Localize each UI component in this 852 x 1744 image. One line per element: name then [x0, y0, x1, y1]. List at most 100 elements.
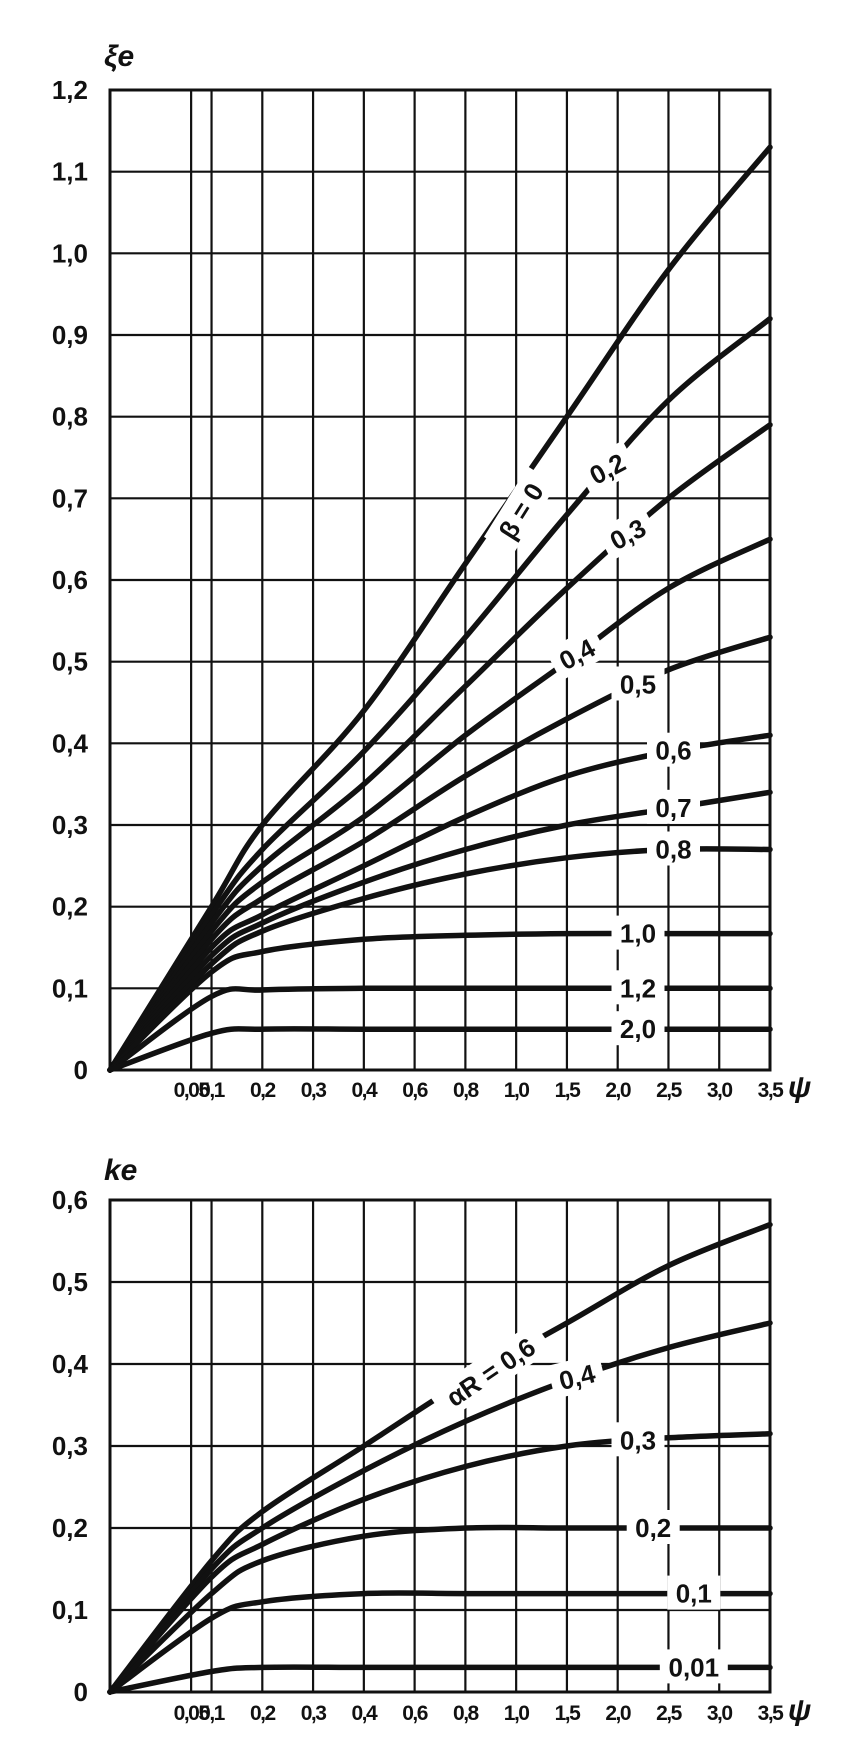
series-label: 0,2 [626, 1510, 680, 1544]
x-tick-label: 0,2 [250, 1702, 276, 1725]
series-label-text: 1,0 [620, 919, 656, 949]
series-label-text: 0,01 [668, 1652, 719, 1682]
x-tick-label: 0,1 [199, 1079, 226, 1102]
y-tick-label: 0,2 [52, 1513, 88, 1543]
x-tick-label: 1,5 [555, 1079, 582, 1102]
x-tick-label: 2,5 [656, 1702, 683, 1725]
xi-e-chart: 0 0,1 0,2 0,3 0,4 0,5 0,6 0,7 0,8 0,9 1,0 1,1 1,2 0,0… [52, 40, 811, 1104]
series-label-background [611, 970, 665, 1005]
series-label-text: αR = 0,6 [441, 1332, 541, 1413]
series-label: αR = 0,6 [427, 1321, 553, 1422]
x-tick-label: 1,5 [555, 1702, 582, 1725]
y-tick-label: 1,0 [52, 238, 88, 268]
series-label-background [427, 1321, 553, 1422]
series-label-text: 0,6 [655, 736, 691, 766]
x-axis-label: ψ [788, 1071, 811, 1104]
series-label-background [611, 1422, 665, 1457]
series-label: 1,2 [611, 970, 665, 1005]
x-tick-label: 3,5 [758, 1702, 785, 1725]
x-tick-label: 0,1 [199, 1702, 226, 1725]
series-label-background [626, 1510, 680, 1544]
x-tick-label: 2,0 [605, 1079, 631, 1102]
y-tick-label: 0,1 [52, 1595, 88, 1625]
series-label-background [659, 1649, 728, 1684]
series-line [107, 536, 773, 1073]
series-line [107, 1026, 773, 1073]
x-tick-label: 0,05 [174, 1079, 211, 1102]
x-tick-label: 3,0 [707, 1079, 733, 1102]
y-tick-label: 0,5 [52, 1267, 88, 1297]
plot-frame [108, 88, 772, 1072]
x-tick-label: 3,0 [707, 1702, 733, 1725]
series-line [107, 1590, 773, 1695]
x-tick-label: 0,8 [453, 1702, 480, 1725]
y-axis-label: ke [104, 1154, 137, 1187]
x-tick-label: 0,4 [351, 1079, 378, 1102]
series-label-background [647, 789, 700, 824]
y-tick-label: 0,3 [52, 810, 88, 840]
y-tick-label: 0,6 [52, 1185, 88, 1215]
y-tick-label: 0,9 [52, 320, 88, 350]
x-tick-label: 0,2 [250, 1079, 276, 1102]
y-tick-label: 0,2 [52, 892, 88, 922]
x-tick-label: 0,4 [351, 1702, 378, 1725]
x-axis-label: ψ [788, 1694, 811, 1727]
series-label-background [483, 466, 557, 555]
plot-frame [108, 1198, 772, 1694]
series-line [107, 1221, 773, 1695]
series-label-background [545, 625, 609, 681]
y-tick-label: 0,4 [52, 1349, 89, 1379]
series-label-background [611, 666, 665, 701]
y-tick-label: 0,5 [52, 647, 88, 677]
series-label: 2,0 [611, 1011, 665, 1046]
y-tick-label: 0,7 [52, 483, 88, 513]
x-tick-label: 2,0 [605, 1702, 631, 1725]
series-line [107, 315, 773, 1073]
series-label-background [647, 831, 700, 866]
series-label-text: 0,2 [635, 1513, 671, 1543]
y-tick-label: 0,6 [52, 565, 88, 595]
y-axis-label: ξe [104, 40, 134, 73]
series-label-background [611, 1011, 665, 1046]
x-tick-label: 1,0 [504, 1702, 530, 1725]
x-tick-label: 0,05 [174, 1702, 211, 1725]
series-label-background [547, 1353, 607, 1400]
series-label-text: 0,3 [620, 1425, 656, 1455]
series-label-background [667, 1575, 721, 1610]
x-tick-label: 0,8 [453, 1079, 480, 1102]
series-group: β = 00,20,30,40,50,60,70,81,01,22,0 [107, 144, 773, 1073]
series-group: αR = 0,6 0,4 0,3 0,2 0,1 0,01 [107, 1221, 773, 1695]
series-label-text: 1,2 [620, 973, 656, 1003]
x-tick-label: 0,3 [301, 1702, 327, 1725]
y-tick-label: 0,1 [52, 973, 88, 1003]
series-label-text: 0,7 [655, 793, 691, 823]
series-line [107, 144, 773, 1073]
series-label: 0,8 [647, 831, 700, 866]
y-tick-label: 0,3 [52, 1431, 88, 1461]
series-label: 0,4 [547, 1353, 607, 1400]
series-label: 0,5 [611, 666, 665, 701]
x-tick-label: 0,6 [402, 1702, 428, 1725]
x-tick-label: 0,3 [301, 1079, 327, 1102]
series-label-text: 0,5 [620, 670, 656, 700]
series-label-text: 2,0 [620, 1014, 656, 1044]
series-label: 0,3 [611, 1422, 665, 1457]
series-label-background [595, 505, 659, 561]
x-tick-label: 2,5 [656, 1079, 683, 1102]
series-label: 0,2 [575, 440, 639, 496]
series-label-text: 0,8 [655, 835, 691, 865]
y-tick-label: 0,4 [52, 728, 89, 758]
series-label-text: 0,1 [676, 1579, 712, 1609]
series-label: 0,1 [667, 1575, 721, 1610]
series-label: 0,01 [659, 1649, 728, 1684]
series-line [107, 1320, 773, 1695]
k-e-chart: 00,10,20,30,40,50,60,050,1 0,2 0,3 0,4 0,6 0,… [52, 1154, 811, 1727]
x-tick-label: 1,0 [504, 1079, 530, 1102]
x-tick-label: 3,5 [758, 1079, 785, 1102]
series-label-background [647, 732, 700, 767]
series-label: 0,7 [647, 789, 700, 824]
y-tick-label: 0,8 [52, 402, 88, 432]
series-label-background [575, 440, 639, 496]
series-label-background [611, 915, 665, 950]
